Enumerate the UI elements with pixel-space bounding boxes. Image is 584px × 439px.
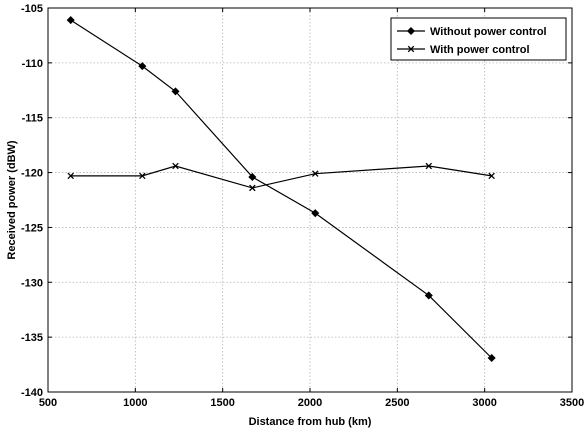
data-point — [67, 172, 74, 180]
data-point — [425, 162, 433, 170]
data-point — [311, 170, 319, 177]
y-tick-label: -140 — [21, 387, 43, 399]
marker-stroke — [311, 170, 319, 177]
x-axis-label: Distance from hub (km) — [249, 416, 372, 428]
legend: Without power control With power control — [390, 17, 567, 61]
x-tick-label: 1000 — [123, 397, 147, 409]
y-tick-label: -125 — [21, 222, 43, 234]
series-group — [67, 162, 495, 192]
marker-stroke — [407, 45, 415, 53]
legend-item: Without power control — [397, 26, 547, 38]
legend-item: With power control — [397, 44, 530, 56]
x-tick-label: 2500 — [385, 397, 409, 409]
x-tick-label: 2000 — [298, 397, 322, 409]
data-point — [138, 62, 147, 71]
y-tick-label: -115 — [22, 113, 43, 125]
data-point — [171, 87, 180, 96]
x-tick-label: 500 — [39, 397, 57, 409]
x-tick-label: 1500 — [210, 397, 234, 409]
data-point — [488, 172, 495, 180]
data-point — [66, 16, 75, 25]
marker-stroke — [67, 172, 74, 180]
data-point — [139, 172, 146, 180]
data-point — [172, 162, 179, 170]
data-point — [487, 353, 496, 363]
y-tick-label: -120 — [21, 168, 43, 180]
marker-stroke — [425, 162, 433, 170]
x-tick-label: 3000 — [472, 397, 496, 409]
series-line — [70, 165, 492, 189]
data-point — [248, 172, 257, 181]
legend-box — [390, 17, 567, 61]
y-tick-label: -110 — [22, 58, 43, 70]
marker-stroke — [249, 184, 256, 192]
data-point — [311, 209, 320, 218]
series-group — [66, 16, 496, 363]
marker-stroke — [488, 172, 495, 180]
y-tick-label: -135 — [21, 332, 43, 344]
axis-ticks: 500 1000 1500 2000 2500 3000 3500 -105 -110 -115 -… — [21, 3, 584, 409]
series-layer — [66, 16, 496, 363]
legend-marker — [406, 26, 416, 36]
legend-label: With power control — [430, 44, 530, 56]
y-axis-label: Received power (dBW) — [6, 140, 18, 260]
marker-stroke — [139, 172, 146, 180]
data-point — [424, 291, 433, 300]
x-tick-label: 3500 — [560, 397, 584, 409]
data-point — [249, 184, 256, 192]
marker-stroke — [172, 162, 179, 170]
y-tick-label: -105 — [21, 3, 43, 15]
series-line — [70, 19, 493, 359]
grid-lines — [48, 8, 572, 392]
y-tick-label: -130 — [21, 277, 43, 289]
legend-label: Without power control — [430, 26, 547, 38]
legend-marker — [407, 45, 415, 53]
